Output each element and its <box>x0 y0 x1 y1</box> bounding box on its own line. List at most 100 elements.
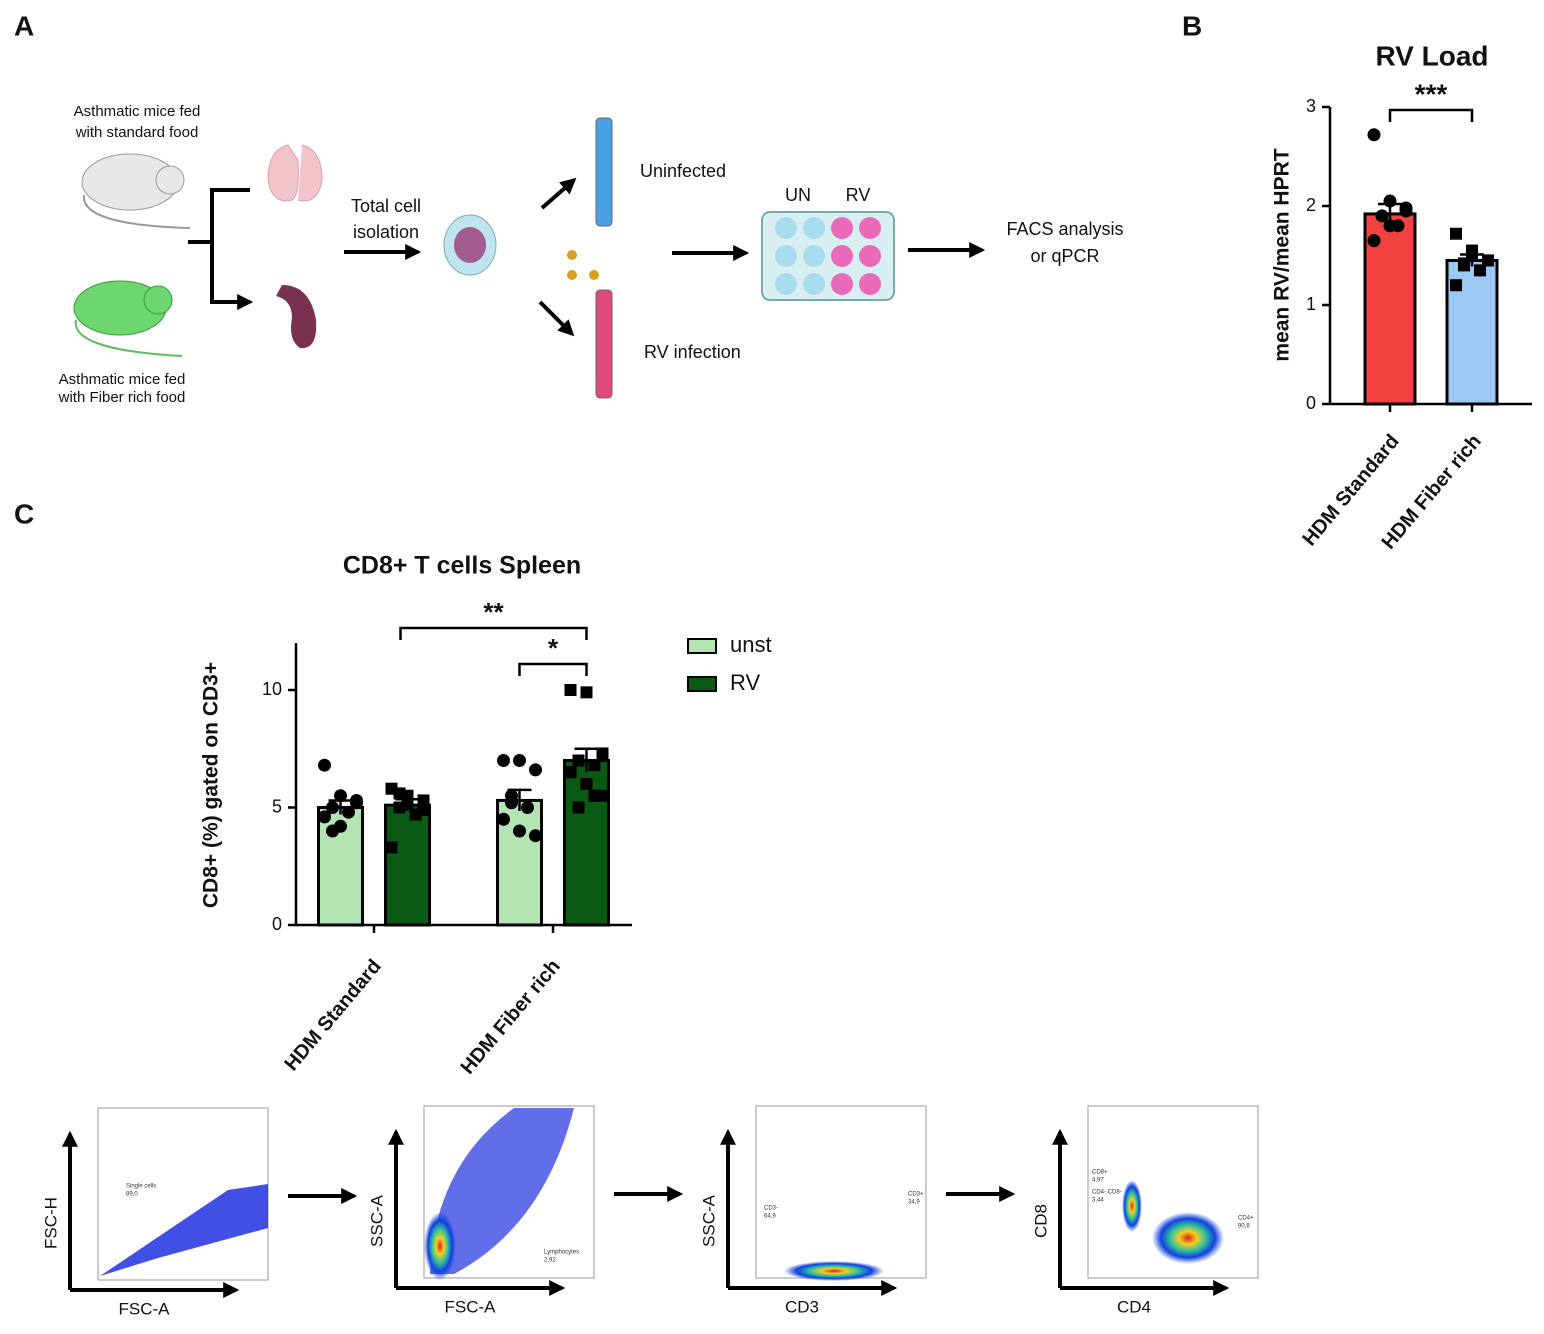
y-tick-label: 0 <box>1306 393 1316 413</box>
data-point <box>1450 279 1462 292</box>
diagram-text: UN <box>785 185 811 205</box>
cells <box>454 227 486 263</box>
well <box>803 217 825 239</box>
data-point <box>588 789 601 802</box>
x-axis-label: CD3 <box>785 1297 819 1316</box>
data-point <box>1474 264 1486 277</box>
diagram-text: RV infection <box>644 342 741 362</box>
x-axis-label: FSC-A <box>119 1299 171 1318</box>
data-point <box>1375 209 1389 223</box>
well <box>859 245 881 267</box>
diagram-text: with standard food <box>75 124 199 141</box>
well <box>775 273 797 295</box>
data-point <box>529 829 542 843</box>
gate-label: 64,9 <box>764 1214 776 1220</box>
diagram-text: Uninfected <box>640 161 726 181</box>
data-point <box>572 754 585 767</box>
density <box>1152 1212 1224 1264</box>
y-axis-label: CD8+ (%) gated on CD3+ <box>200 662 223 908</box>
gate-label: 34,9 <box>908 1200 920 1206</box>
arrow <box>188 188 250 302</box>
gate-label: 3,44 <box>1092 1198 1104 1204</box>
data-point <box>393 787 406 800</box>
well <box>775 245 797 267</box>
bracket <box>518 662 588 676</box>
data-point <box>513 824 526 838</box>
data-point <box>497 754 510 767</box>
gate-label: CD8+ <box>1092 1170 1108 1176</box>
legend-label: unst <box>730 632 772 657</box>
tube <box>595 289 613 399</box>
arrow <box>538 300 575 337</box>
x-tick-label: HDM Fiber rich <box>457 955 565 1078</box>
data-point <box>513 754 526 767</box>
data-point <box>580 686 593 699</box>
gate-label: Lymphocytes <box>544 1250 579 1256</box>
data-point <box>1482 254 1494 267</box>
y-tick-label: 2 <box>1306 195 1316 215</box>
virus <box>567 270 577 280</box>
chart-title: RV Load <box>1375 40 1488 71</box>
virus <box>589 270 599 280</box>
bar <box>384 803 431 927</box>
density <box>424 1212 456 1280</box>
lung <box>267 144 323 202</box>
data-point <box>326 801 339 814</box>
chart-title: CD8+ T cells Spleen <box>343 552 581 580</box>
diagram-text: with Fiber rich food <box>58 389 186 406</box>
data-point <box>588 759 601 772</box>
panel-label: C <box>14 498 34 529</box>
tube <box>595 117 613 227</box>
data-point <box>529 763 542 777</box>
data-point <box>318 758 331 772</box>
data-point <box>1399 204 1413 218</box>
well <box>831 217 853 239</box>
legend-label: RV <box>730 670 760 695</box>
well <box>859 217 881 239</box>
data-point <box>1383 194 1397 208</box>
diagram-text: Asthmatic mice fed <box>59 371 186 388</box>
facs-plots: FSC-A FSC-H Single cells 89,0 FSC-A SSC-A Lymp… <box>41 1105 1259 1318</box>
data-point <box>1458 257 1470 270</box>
wells <box>775 217 881 295</box>
legend-swatch <box>687 638 717 654</box>
y-axis-label: SSC-A <box>699 1194 718 1247</box>
data-point <box>326 824 339 838</box>
spleen <box>276 285 317 349</box>
virus <box>567 250 577 260</box>
error-bar <box>574 747 599 773</box>
data-point <box>385 841 398 854</box>
data-point <box>1383 219 1397 233</box>
well <box>803 245 825 267</box>
annotation: * <box>548 633 559 663</box>
data-point <box>505 796 518 810</box>
panel-label: B <box>1182 10 1202 41</box>
bar <box>1363 212 1417 406</box>
y-axis-label: CD8 <box>1031 1204 1050 1238</box>
legend-swatch <box>687 676 717 692</box>
gate-label: 2,92 <box>544 1258 556 1264</box>
diagram-text: Asthmatic mice fed <box>74 103 201 120</box>
data-point <box>417 803 430 816</box>
well <box>831 273 853 295</box>
plot-frame <box>755 1105 927 1279</box>
diagram-text: isolation <box>353 222 419 242</box>
y-tick-label: 0 <box>272 914 282 934</box>
data-point <box>572 801 585 814</box>
density <box>100 1184 268 1276</box>
data-point <box>1450 227 1462 240</box>
well <box>803 273 825 295</box>
data-point <box>318 810 331 824</box>
x-tick-label: HDM Standard <box>280 955 385 1075</box>
data-point <box>342 805 355 819</box>
density <box>1122 1180 1142 1232</box>
data-point <box>564 684 577 696</box>
x-axis-label: CD4 <box>1117 1297 1151 1316</box>
data-point <box>417 794 430 807</box>
data-point <box>350 793 363 807</box>
gate-label: CD3+ <box>908 1192 924 1198</box>
well <box>775 217 797 239</box>
well <box>831 245 853 267</box>
y-tick-label: 1 <box>1306 294 1316 314</box>
